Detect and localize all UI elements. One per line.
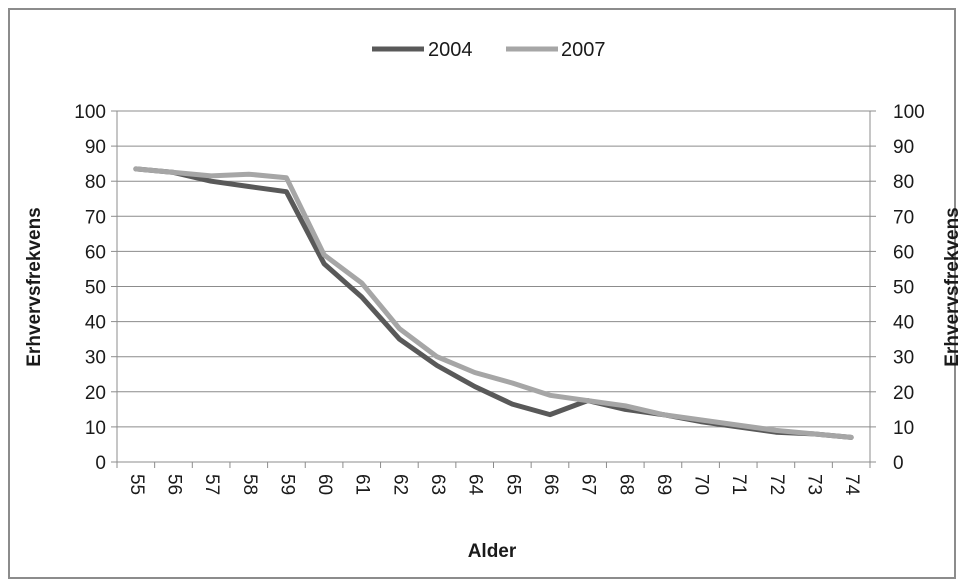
y-axis-right-title: Erhvervsfrekvens — [942, 207, 959, 367]
legend-label-2004: 2004 — [428, 39, 473, 61]
x-tick-label: 62 — [389, 474, 410, 495]
y-right-tick-label: 30 — [893, 348, 914, 369]
x-tick-label: 58 — [239, 474, 260, 495]
y-right-tick-label: 20 — [893, 383, 914, 404]
x-tick-label: 68 — [615, 474, 636, 495]
x-tick-label: 72 — [766, 474, 787, 495]
y-right-tick-label: 70 — [893, 207, 914, 228]
x-axis-title: Alder — [468, 541, 517, 562]
x-tick-label: 63 — [427, 474, 448, 495]
x-tick-label: 59 — [276, 474, 297, 495]
x-axis-ticks: 55 56 57 58 59 60 61 62 63 64 65 66 67 68 69 70 71 72 73 74 — [126, 474, 862, 496]
series-lines — [133, 166, 854, 440]
x-tick-label: 57 — [201, 474, 222, 495]
y-right-tick-label: 80 — [893, 172, 914, 193]
series-line-2007 — [133, 166, 854, 440]
x-tick-label: 66 — [540, 474, 561, 495]
x-tick-label: 60 — [314, 474, 335, 495]
y-left-tick-label: 80 — [85, 172, 106, 193]
y-left-tick-label: 50 — [85, 278, 106, 299]
y-left-tick-label: 30 — [85, 348, 106, 369]
y-right-tick-label: 0 — [893, 453, 904, 474]
x-tick-label: 65 — [502, 474, 523, 495]
y-left-tick-label: 100 — [74, 102, 106, 123]
y-left-tick-label: 20 — [85, 383, 106, 404]
y-left-tick-label: 10 — [85, 418, 106, 439]
x-tick-label: 74 — [841, 474, 862, 496]
x-tick-label: 67 — [578, 474, 599, 495]
x-tick-label: 71 — [728, 474, 749, 495]
x-tick-label: 64 — [465, 474, 486, 496]
x-tick-label: 55 — [126, 474, 147, 495]
y-right-tick-label: 50 — [893, 278, 914, 299]
y-axis-left-title: Erhvervsfrekvens — [24, 207, 45, 367]
x-tick-label: 70 — [691, 474, 712, 495]
x-tick-label: 69 — [653, 474, 674, 495]
y-axis-left-ticks: 0 10 20 30 40 50 60 70 80 90 100 — [74, 102, 106, 474]
x-tick-label: 73 — [804, 474, 825, 495]
x-tick-label: 61 — [352, 474, 373, 495]
y-right-tick-label: 40 — [893, 313, 914, 334]
series-line-2004 — [133, 166, 854, 440]
y-left-tick-label: 0 — [95, 453, 106, 474]
y-right-tick-label: 90 — [893, 137, 914, 158]
y-axis-right-ticks: 0 10 20 30 40 50 60 70 80 90 100 — [893, 102, 925, 474]
y-right-tick-label: 10 — [893, 418, 914, 439]
legend: 2004 2007 — [372, 39, 606, 61]
legend-label-2007: 2007 — [561, 39, 606, 61]
y-right-tick-label: 100 — [893, 102, 925, 123]
y-left-tick-label: 70 — [85, 207, 106, 228]
y-left-tick-label: 60 — [85, 242, 106, 263]
chart-frame — [8, 8, 956, 579]
axes — [111, 110, 876, 468]
x-tick-label: 56 — [163, 474, 184, 495]
y-left-tick-label: 90 — [85, 137, 106, 158]
y-right-tick-label: 60 — [893, 242, 914, 263]
y-left-tick-label: 40 — [85, 313, 106, 334]
